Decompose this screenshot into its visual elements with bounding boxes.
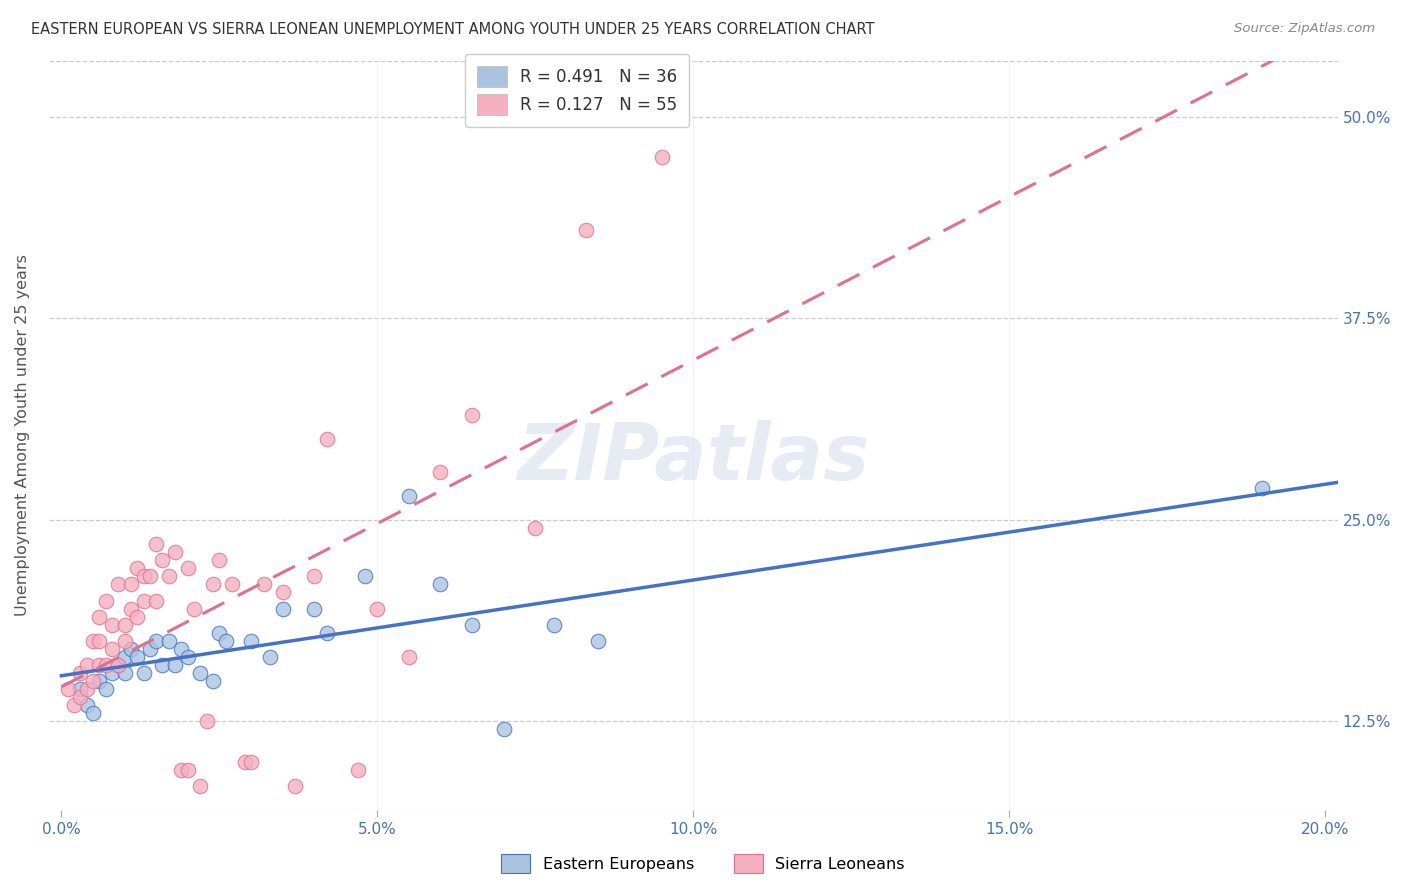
Point	[107, 658, 129, 673]
Point	[239, 633, 262, 648]
Point	[107, 577, 129, 591]
Text: EASTERN EUROPEAN VS SIERRA LEONEAN UNEMPLOYMENT AMONG YOUTH UNDER 25 YEARS CORRE: EASTERN EUROPEAN VS SIERRA LEONEAN UNEMP…	[31, 22, 875, 37]
Point	[89, 609, 111, 624]
Point	[56, 682, 79, 697]
Point	[76, 698, 98, 713]
Point	[152, 658, 174, 673]
Point	[302, 601, 325, 615]
Point	[132, 569, 155, 583]
Point	[152, 553, 174, 567]
Point	[398, 489, 420, 503]
Point	[63, 698, 86, 713]
Point	[366, 601, 388, 615]
Point	[165, 545, 187, 559]
Legend: Eastern Europeans, Sierra Leoneans: Eastern Europeans, Sierra Leoneans	[495, 847, 911, 880]
Point	[347, 763, 370, 777]
Point	[76, 682, 98, 697]
Point	[120, 641, 142, 656]
Point	[588, 633, 610, 648]
Point	[120, 577, 142, 591]
Point	[165, 658, 187, 673]
Point	[120, 601, 142, 615]
Point	[202, 674, 225, 689]
Text: ZIPatlas: ZIPatlas	[517, 420, 869, 496]
Point	[89, 658, 111, 673]
Point	[170, 641, 193, 656]
Point	[221, 577, 243, 591]
Point	[284, 779, 307, 793]
Point	[214, 633, 236, 648]
Point	[145, 593, 167, 607]
Point	[94, 682, 117, 697]
Point	[202, 577, 225, 591]
Point	[398, 649, 420, 664]
Point	[353, 569, 375, 583]
Point	[271, 585, 294, 599]
Point	[157, 569, 180, 583]
Point	[114, 633, 136, 648]
Point	[139, 641, 162, 656]
Point	[145, 633, 167, 648]
Point	[1250, 481, 1272, 495]
Point	[183, 601, 205, 615]
Point	[69, 690, 91, 705]
Point	[429, 577, 451, 591]
Point	[524, 521, 547, 535]
Point	[157, 633, 180, 648]
Point	[114, 649, 136, 664]
Point	[208, 553, 231, 567]
Point	[127, 561, 149, 575]
Point	[302, 569, 325, 583]
Point	[94, 593, 117, 607]
Point	[107, 658, 129, 673]
Point	[89, 633, 111, 648]
Point	[127, 649, 149, 664]
Point	[651, 150, 673, 164]
Point	[82, 706, 104, 721]
Point	[132, 666, 155, 681]
Point	[69, 682, 91, 697]
Point	[190, 779, 212, 793]
Point	[461, 617, 484, 632]
Point	[101, 666, 124, 681]
Point	[271, 601, 294, 615]
Text: Source: ZipAtlas.com: Source: ZipAtlas.com	[1234, 22, 1375, 36]
Point	[461, 408, 484, 422]
Point	[101, 617, 124, 632]
Point	[429, 465, 451, 479]
Point	[69, 666, 91, 681]
Point	[492, 723, 515, 737]
Point	[94, 658, 117, 673]
Point	[259, 649, 281, 664]
Point	[127, 609, 149, 624]
Point	[76, 658, 98, 673]
Point	[114, 666, 136, 681]
Point	[89, 674, 111, 689]
Point	[114, 617, 136, 632]
Point	[208, 625, 231, 640]
Point	[82, 674, 104, 689]
Point	[101, 641, 124, 656]
Point	[132, 593, 155, 607]
Point	[233, 755, 256, 769]
Point	[139, 569, 162, 583]
Point	[170, 763, 193, 777]
Point	[177, 561, 200, 575]
Point	[315, 625, 337, 640]
Point	[177, 649, 200, 664]
Point	[145, 537, 167, 551]
Point	[239, 755, 262, 769]
Point	[543, 617, 565, 632]
Point	[82, 633, 104, 648]
Legend: R = 0.491   N = 36, R = 0.127   N = 55: R = 0.491 N = 36, R = 0.127 N = 55	[465, 54, 689, 127]
Point	[252, 577, 274, 591]
Point	[177, 763, 200, 777]
Point	[575, 223, 598, 237]
Point	[195, 714, 218, 729]
Point	[190, 666, 212, 681]
Y-axis label: Unemployment Among Youth under 25 years: Unemployment Among Youth under 25 years	[15, 254, 30, 616]
Point	[315, 433, 337, 447]
